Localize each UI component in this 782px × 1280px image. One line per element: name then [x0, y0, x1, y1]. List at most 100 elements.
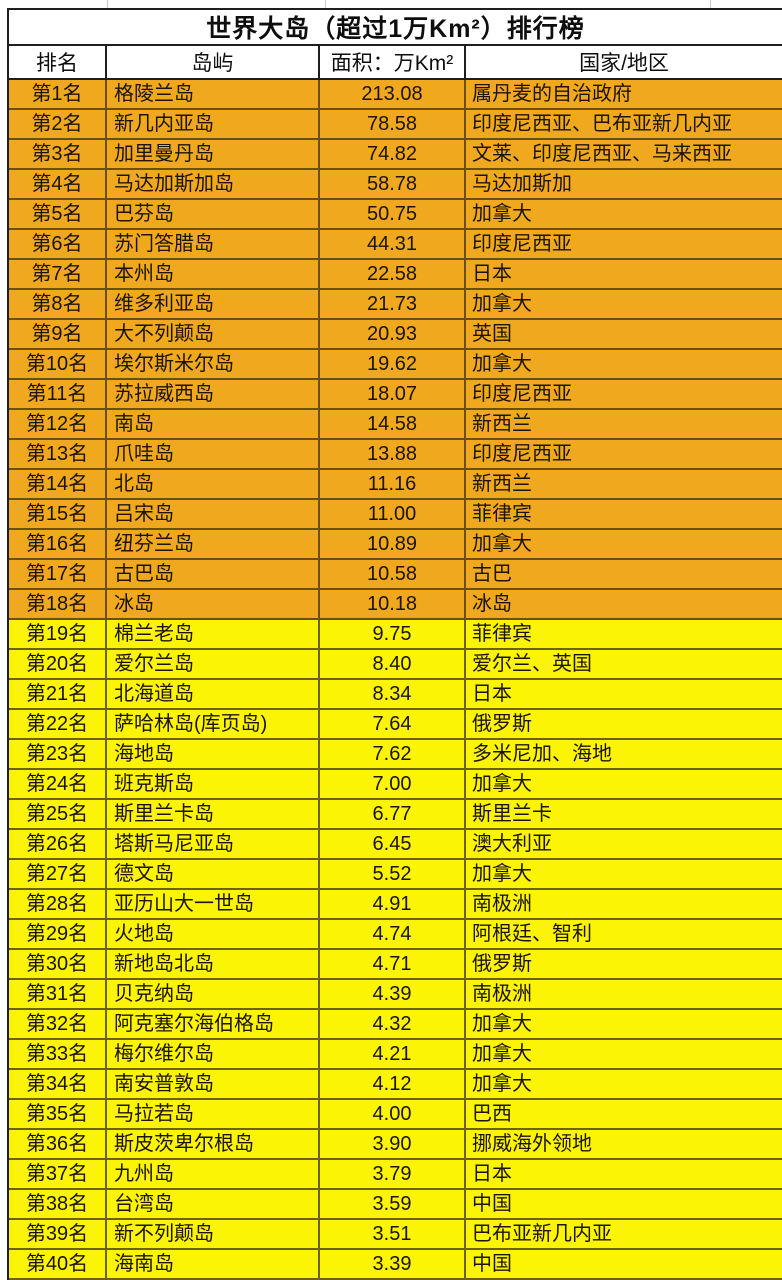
- country-cell: 中国: [472, 1253, 512, 1275]
- country-cell: 加拿大: [472, 353, 532, 375]
- rank-cell: 第6名: [9, 230, 107, 258]
- country-cell: 日本: [472, 263, 512, 285]
- island-cell: 斯里兰卡岛: [107, 800, 320, 828]
- country-cell: 南极洲: [472, 893, 532, 915]
- rank-cell: 第9名: [9, 320, 107, 348]
- island-cell: 亚历山大一世岛: [107, 890, 320, 918]
- country-cell: 新西兰: [472, 413, 532, 435]
- rank-cell: 第21名: [9, 680, 107, 708]
- area-cell: 74.82: [320, 140, 466, 168]
- rank-cell: 第39名: [9, 1220, 107, 1248]
- rank-cell: 第11名: [9, 380, 107, 408]
- table-row-13: 第13名 爪哇岛 13.88 印度尼西亚: [9, 440, 782, 470]
- table-row-12: 第12名 南岛 14.58 新西兰: [9, 410, 782, 440]
- island-cell: 苏拉威西岛: [107, 380, 320, 408]
- country-cell: 马达加斯加: [472, 173, 572, 195]
- country-cell: 加拿大: [472, 773, 532, 795]
- table-row-18: 第18名 冰岛 10.18 冰岛: [9, 590, 782, 620]
- island-cell: 班克斯岛: [107, 770, 320, 798]
- table-row-35: 第35名 马拉若岛 4.00 巴西: [9, 1100, 782, 1130]
- area-cell: 4.39: [320, 980, 466, 1008]
- country-cell: 印度尼西亚: [472, 443, 572, 465]
- area-cell: 4.00: [320, 1100, 466, 1128]
- island-cell: 海南岛: [107, 1250, 320, 1278]
- header-area: 面积：万Km²: [320, 46, 466, 78]
- table-row-38: 第38名 台湾岛 3.59 中国: [9, 1190, 782, 1220]
- table-row-22: 第22名 萨哈林岛(库页岛) 7.64 俄罗斯: [9, 710, 782, 740]
- island-cell: 新地岛北岛: [107, 950, 320, 978]
- area-cell: 3.59: [320, 1190, 466, 1218]
- table-row-7: 第7名 本州岛 22.58 日本: [9, 260, 782, 290]
- island-cell: 北岛: [107, 470, 320, 498]
- island-cell: 本州岛: [107, 260, 320, 288]
- area-cell: 3.79: [320, 1160, 466, 1188]
- page-title: 世界大岛（超过1万Km²）排行榜: [9, 10, 782, 46]
- island-cell: 巴芬岛: [107, 200, 320, 228]
- table-row-37: 第37名 九州岛 3.79 日本: [9, 1160, 782, 1190]
- country-cell: 加拿大: [472, 293, 532, 315]
- island-cell: 阿克塞尔海伯格岛: [107, 1010, 320, 1038]
- rank-cell: 第33名: [9, 1040, 107, 1068]
- table-row-27: 第27名 德文岛 5.52 加拿大: [9, 860, 782, 890]
- rank-cell: 第27名: [9, 860, 107, 888]
- rank-cell: 第19名: [9, 620, 107, 648]
- island-cell: 海地岛: [107, 740, 320, 768]
- table-row-11: 第11名 苏拉威西岛 18.07 印度尼西亚: [9, 380, 782, 410]
- rank-cell: 第20名: [9, 650, 107, 678]
- country-cell: 古巴: [472, 563, 512, 585]
- rank-cell: 第24名: [9, 770, 107, 798]
- table-row-40: 第40名 海南岛 3.39 中国: [9, 1250, 782, 1280]
- table-row-31: 第31名 贝克纳岛 4.39 南极洲: [9, 980, 782, 1010]
- island-cell: 萨哈林岛(库页岛): [107, 710, 320, 738]
- rank-cell: 第36名: [9, 1130, 107, 1158]
- country-cell: 新西兰: [472, 473, 532, 495]
- header-country: 国家/地区: [579, 52, 669, 75]
- island-cell: 火地岛: [107, 920, 320, 948]
- table-row-19: 第19名 棉兰老岛 9.75 菲律宾: [9, 620, 782, 650]
- rank-cell: 第10名: [9, 350, 107, 378]
- island-cell: 九州岛: [107, 1160, 320, 1188]
- area-cell: 10.89: [320, 530, 466, 558]
- table-row-34: 第34名 南安普敦岛 4.12 加拿大: [9, 1070, 782, 1100]
- area-cell: 6.45: [320, 830, 466, 858]
- country-cell: 日本: [472, 1163, 512, 1185]
- table-row-1: 第1名 格陵兰岛 213.08 属丹麦的自治政府: [9, 80, 782, 110]
- area-cell: 22.58: [320, 260, 466, 288]
- rank-cell: 第22名: [9, 710, 107, 738]
- column-edge-tick: [325, 0, 326, 8]
- rank-cell: 第28名: [9, 890, 107, 918]
- table-row-25: 第25名 斯里兰卡岛 6.77 斯里兰卡: [9, 800, 782, 830]
- area-cell: 20.93: [320, 320, 466, 348]
- rank-cell: 第38名: [9, 1190, 107, 1218]
- table-row-2: 第2名 新几内亚岛 78.58 印度尼西亚、巴布亚新几内亚: [9, 110, 782, 140]
- island-cell: 爱尔兰岛: [107, 650, 320, 678]
- country-cell: 多米尼加、海地: [472, 743, 612, 765]
- rank-cell: 第7名: [9, 260, 107, 288]
- table-row-9: 第9名 大不列颠岛 20.93 英国: [9, 320, 782, 350]
- island-cell: 古巴岛: [107, 560, 320, 588]
- table-row-21: 第21名 北海道岛 8.34 日本: [9, 680, 782, 710]
- area-cell: 6.77: [320, 800, 466, 828]
- table-row-6: 第6名 苏门答腊岛 44.31 印度尼西亚: [9, 230, 782, 260]
- country-cell: 俄罗斯: [472, 713, 532, 735]
- area-cell: 58.78: [320, 170, 466, 198]
- area-cell: 7.00: [320, 770, 466, 798]
- country-cell: 印度尼西亚: [472, 383, 572, 405]
- area-cell: 11.00: [320, 500, 466, 528]
- country-cell: 加拿大: [472, 1043, 532, 1065]
- island-cell: 新不列颠岛: [107, 1220, 320, 1248]
- island-cell: 马拉若岛: [107, 1100, 320, 1128]
- island-cell: 塔斯马尼亚岛: [107, 830, 320, 858]
- island-cell: 梅尔维尔岛: [107, 1040, 320, 1068]
- table-row-36: 第36名 斯皮茨卑尔根岛 3.90 挪威海外领地: [9, 1130, 782, 1160]
- island-cell: 纽芬兰岛: [107, 530, 320, 558]
- country-cell: 冰岛: [472, 593, 512, 615]
- rank-cell: 第32名: [9, 1010, 107, 1038]
- area-cell: 7.64: [320, 710, 466, 738]
- area-cell: 4.32: [320, 1010, 466, 1038]
- table-row-28: 第28名 亚历山大一世岛 4.91 南极洲: [9, 890, 782, 920]
- country-cell: 澳大利亚: [472, 833, 552, 855]
- rank-cell: 第29名: [9, 920, 107, 948]
- rank-cell: 第23名: [9, 740, 107, 768]
- country-cell: 阿根廷、智利: [472, 923, 592, 945]
